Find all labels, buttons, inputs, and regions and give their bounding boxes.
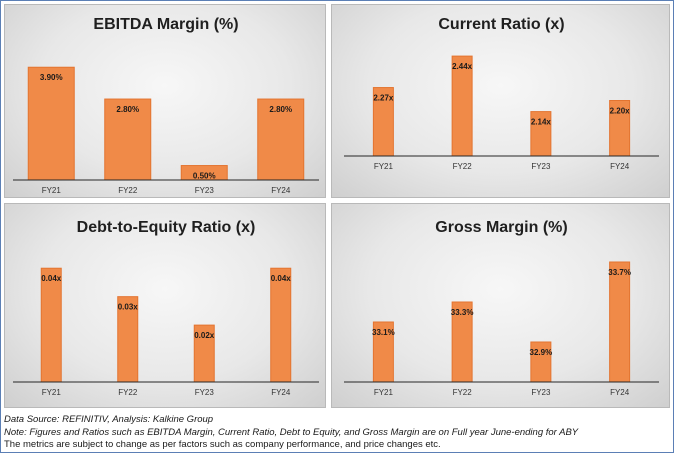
debt-to-equity-data-label-fy22: 0.03x — [118, 303, 139, 312]
ebitda-bar-fy22 — [104, 98, 152, 181]
debt-to-equity-category-label-fy22: FY22 — [118, 388, 138, 397]
current-ratio-data-label-fy23: 2.14x — [531, 118, 552, 127]
debt-to-equity-category-label-fy21: FY21 — [42, 388, 62, 397]
gross-margin-category-label-fy24: FY24 — [610, 388, 630, 397]
ebitda-bar-fy24 — [257, 98, 305, 181]
ebitda-margin-chart-panel: EBITDA Margin (%) 3.90% FY21 2.80% FY22 0.50%… — [4, 4, 326, 198]
ebitda-category-label-fy23: FY23 — [195, 186, 215, 195]
gross-margin-category-label-fy22: FY22 — [453, 388, 473, 397]
debt-to-equity-bar-fy24 — [270, 267, 292, 383]
current-ratio-category-label-fy21: FY21 — [374, 162, 394, 171]
gross-margin-data-label-fy21: 33.1% — [372, 328, 395, 337]
debt-to-equity-data-label-fy24: 0.04x — [271, 274, 292, 283]
methodology-note: Note: Figures and Ratios such as EBITDA … — [4, 426, 579, 438]
debt-to-equity-data-label-fy21: 0.04x — [41, 274, 62, 283]
current-ratio-category-label-fy23: FY23 — [531, 162, 551, 171]
ebitda-data-label-fy22: 2.80% — [116, 105, 139, 114]
gross-margin-chart-title: Gross Margin (%) — [435, 219, 567, 236]
ebitda-data-label-fy23: 0.50% — [193, 172, 216, 181]
ebitda-data-label-fy21: 3.90% — [40, 73, 63, 82]
data-source-note: Data Source: REFINITIV, Analysis: Kalkin… — [4, 414, 214, 425]
gross-margin-bar-fy24 — [609, 261, 631, 383]
current-ratio-chart-title: Current Ratio (x) — [438, 16, 564, 33]
ebitda-category-label-fy21: FY21 — [42, 186, 62, 195]
debt-to-equity-data-label-fy23: 0.02x — [194, 331, 215, 340]
ebitda-bar-fy21 — [27, 66, 75, 181]
current-ratio-data-label-fy24: 2.20x — [610, 107, 631, 116]
ebitda-chart-title: EBITDA Margin (%) — [93, 16, 238, 33]
ebitda-margin-chart: EBITDA Margin (%) 3.90% FY21 2.80% FY22 0.50%… — [13, 16, 319, 195]
footnotes: Data Source: REFINITIV, Analysis: Kalkin… — [4, 414, 670, 452]
debt-to-equity-chart-title: Debt-to-Equity Ratio (x) — [77, 219, 256, 236]
current-ratio-category-label-fy22: FY22 — [453, 162, 473, 171]
gross-margin-chart: Gross Margin (%) 33.1% FY21 33.3% FY22 32.9% F… — [344, 219, 659, 397]
gross-margin-data-label-fy23: 32.9% — [530, 348, 553, 357]
ebitda-category-label-fy24: FY24 — [271, 186, 291, 195]
current-ratio-data-label-fy22: 2.44x — [452, 62, 473, 71]
debt-to-equity-chart: Debt-to-Equity Ratio (x) 0.04x FY21 0.03x FY… — [13, 219, 319, 397]
debt-to-equity-bar-fy21 — [40, 267, 62, 383]
ebitda-category-label-fy22: FY22 — [118, 186, 138, 195]
gross-margin-data-label-fy22: 33.3% — [451, 308, 474, 317]
gross-margin-category-label-fy23: FY23 — [531, 388, 551, 397]
ebitda-data-label-fy24: 2.80% — [269, 105, 292, 114]
gross-margin-category-label-fy21: FY21 — [374, 388, 394, 397]
current-ratio-chart-panel: Current Ratio (x) 2.27x FY21 2.44x FY22 2.14x… — [331, 4, 670, 198]
gross-margin-data-label-fy24: 33.7% — [608, 268, 631, 277]
current-ratio-chart: Current Ratio (x) 2.27x FY21 2.44x FY22 2.14x… — [344, 16, 659, 171]
gross-margin-chart-panel: Gross Margin (%) 33.1% FY21 33.3% FY22 32.9% F… — [331, 203, 670, 408]
debt-to-equity-category-label-fy23: FY23 — [195, 388, 215, 397]
current-ratio-data-label-fy21: 2.27x — [373, 94, 394, 103]
debt-to-equity-category-label-fy24: FY24 — [271, 388, 291, 397]
debt-to-equity-chart-panel: Debt-to-Equity Ratio (x) 0.04x FY21 0.03x FY… — [4, 203, 326, 408]
current-ratio-category-label-fy24: FY24 — [610, 162, 630, 171]
disclaimer-note: The metrics are subject to change as per… — [4, 439, 441, 450]
